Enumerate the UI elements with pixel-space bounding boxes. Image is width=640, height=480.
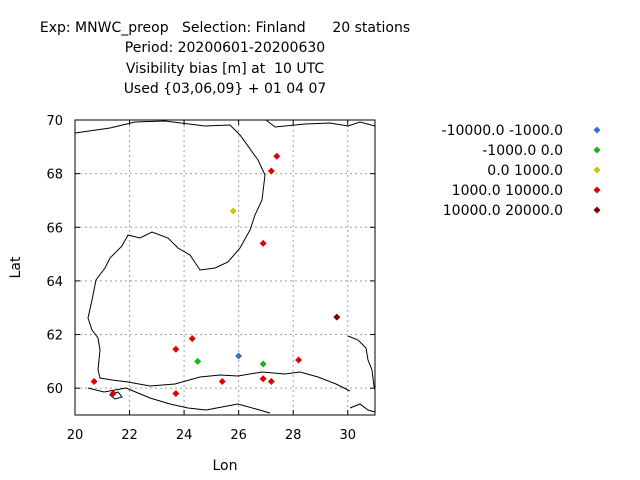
legend-label: 1000.0 10000.0 [452,183,563,199]
data-point [109,390,117,398]
data-point [229,207,237,215]
x-tick-label: 20 [67,428,84,443]
y-tick-label: 62 [46,329,63,344]
legend-marker [593,146,601,154]
data-point [267,377,275,385]
y-tick-label: 64 [46,275,63,290]
coastline-path [87,387,271,414]
y-axis-label: Lat [8,256,24,278]
data-point [218,377,226,385]
coastline-path [349,403,376,413]
title-line-1: Exp: MNWC_preop Selection: Finland 20 st… [39,20,411,36]
plot-border [74,119,376,416]
x-tick-label: 30 [339,428,356,443]
legend-label: 0.0 1000.0 [487,163,563,179]
data-point [172,390,180,398]
legend-label: 10000.0 20000.0 [443,203,563,219]
coastline-path [74,120,351,392]
coastline-path [347,335,376,391]
x-tick-label: 22 [121,428,138,443]
data-point [267,167,275,175]
x-tick-label: 24 [176,428,193,443]
title-line-2: Period: 20200601-20200630 [124,40,326,56]
coastline-path [265,119,376,128]
y-tick-label: 66 [46,221,63,236]
data-point [259,360,267,368]
legend-label: -10000.0 -1000.0 [442,123,563,139]
legend-marker [593,186,601,194]
data-point [259,375,267,383]
data-point [259,239,267,247]
data-point [90,377,98,385]
legend-marker [593,126,601,134]
y-tick-label: 70 [46,114,63,129]
data-point [188,335,196,343]
x-axis-label: Lon [213,458,238,474]
data-point [172,345,180,353]
legend-label: -1000.0 0.0 [482,143,563,159]
data-point [235,352,243,360]
y-tick-label: 60 [46,382,63,397]
legend-marker [593,206,601,214]
title-line-3: Visibility bias [m] at 10 UTC [125,61,325,77]
x-tick-label: 28 [285,428,302,443]
data-point [333,313,341,321]
title-line-4: Used {03,06,09} + 01 04 07 [123,81,327,97]
data-point [273,152,281,160]
data-point [194,357,202,365]
y-tick-label: 68 [46,168,63,183]
legend-marker [593,166,601,174]
x-tick-label: 26 [230,428,247,443]
data-point [295,356,303,364]
